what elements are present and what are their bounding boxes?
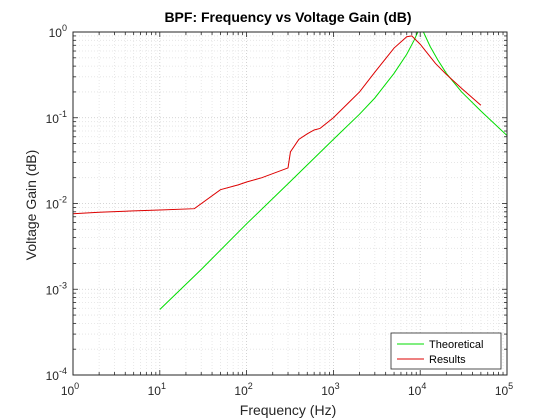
x-tick-label: 101 — [148, 381, 166, 398]
x-tick-exponent: 3 — [335, 381, 340, 391]
legend: Theoretical Results — [390, 332, 502, 370]
x-tick-label: 102 — [234, 381, 252, 398]
x-tick-exponent: 5 — [508, 381, 513, 391]
y-tick-exponent: -2 — [59, 195, 67, 205]
y-tick-base: 10 — [49, 26, 63, 40]
chart-title: BPF: Frequency vs Voltage Gain (dB) — [164, 9, 411, 25]
x-tick-label: 100 — [61, 381, 79, 398]
y-tick-base: 10 — [46, 112, 60, 126]
y-tick-label: 10-1 — [46, 109, 67, 126]
x-tick-exponent: 0 — [74, 381, 79, 391]
series-layer — [73, 32, 507, 310]
x-tick-label: 103 — [321, 381, 339, 398]
x-tick-exponent: 4 — [421, 381, 426, 391]
y-tick-label: 10-4 — [46, 366, 67, 383]
y-tick-base: 10 — [46, 283, 60, 297]
grid-layer — [73, 32, 507, 375]
y-tick-exponent: -3 — [59, 280, 67, 290]
y-tick-label: 10-2 — [46, 195, 67, 212]
y-axis-label: Voltage Gain (dB) — [23, 150, 39, 261]
series-line-results — [73, 35, 482, 215]
y-tick-exponent: 0 — [62, 23, 67, 33]
y-tick-exponent: -1 — [59, 109, 67, 119]
x-tick-exponent: 2 — [248, 381, 253, 391]
y-tick-label: 10-3 — [46, 280, 67, 297]
x-axis-label: Frequency (Hz) — [240, 402, 336, 418]
legend-label: Theoretical — [429, 339, 483, 351]
legend-box — [390, 332, 502, 370]
y-tick-base: 10 — [46, 369, 60, 383]
y-tick-exponent: -4 — [59, 366, 67, 376]
legend-label: Results — [429, 354, 466, 366]
x-tick-exponent: 1 — [161, 381, 166, 391]
y-tick-label: 100 — [49, 23, 67, 40]
x-tick-label: 105 — [495, 381, 513, 398]
x-tick-label: 104 — [408, 381, 426, 398]
y-tick-base: 10 — [46, 198, 60, 212]
series-line-theoretical — [159, 32, 507, 310]
